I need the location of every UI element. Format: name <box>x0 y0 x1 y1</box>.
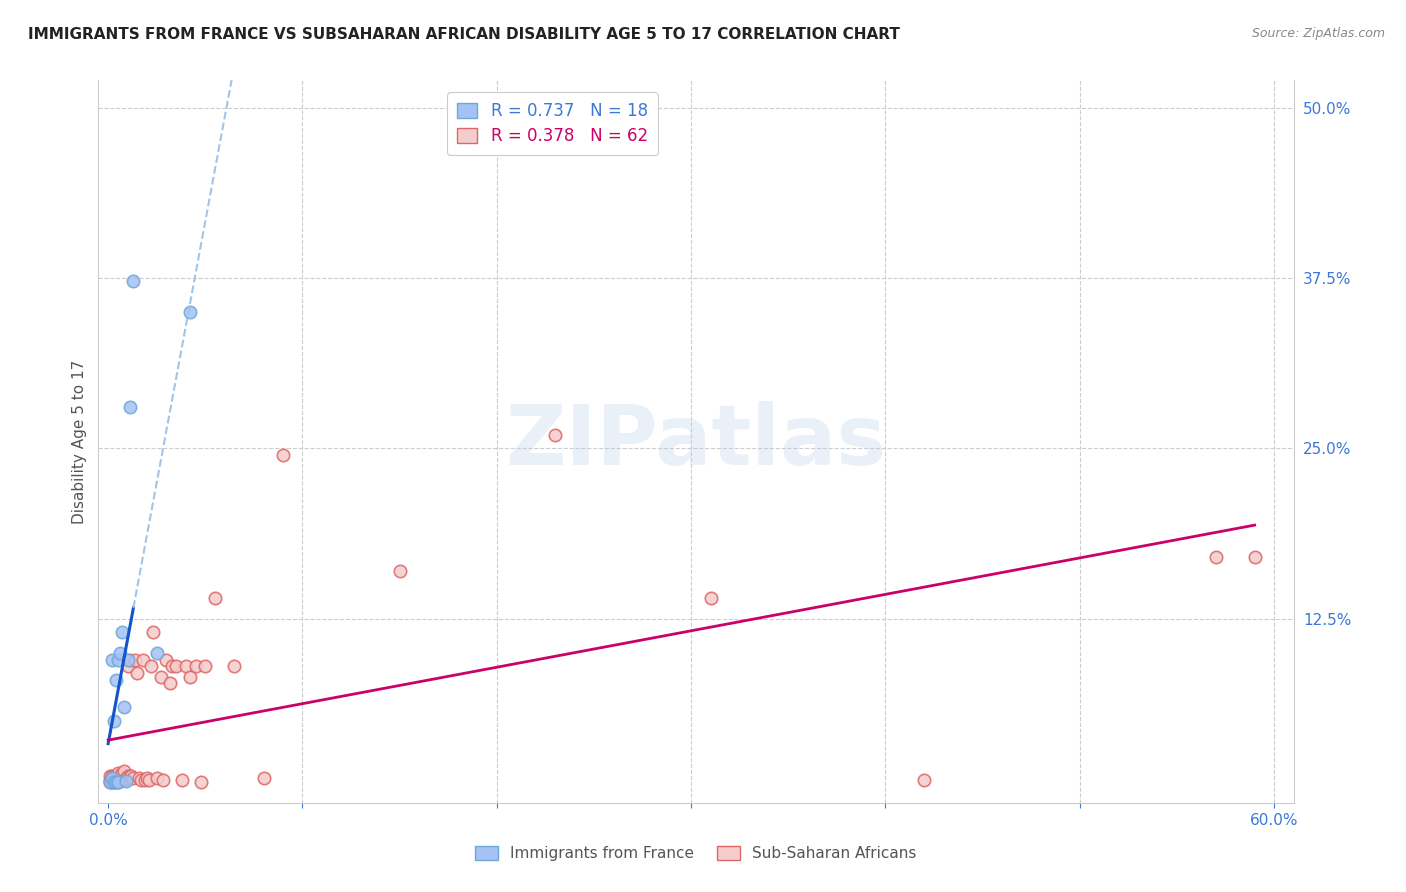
Point <box>108 646 131 660</box>
Point <box>142 625 165 640</box>
Text: ZIPatlas: ZIPatlas <box>506 401 886 482</box>
Point <box>122 771 145 785</box>
Point <box>129 772 152 787</box>
Point <box>388 564 411 578</box>
Point <box>104 774 127 789</box>
Point <box>127 666 149 681</box>
Point <box>103 775 125 789</box>
Point <box>117 659 139 673</box>
Point <box>117 653 139 667</box>
Point <box>145 771 167 785</box>
Point <box>108 768 131 782</box>
Point <box>107 653 129 667</box>
Point <box>224 659 246 673</box>
Point <box>165 659 187 673</box>
Point <box>912 772 935 787</box>
Point <box>98 775 121 789</box>
Point <box>117 768 139 782</box>
Point <box>1243 550 1265 565</box>
Point <box>104 775 127 789</box>
Text: Source: ZipAtlas.com: Source: ZipAtlas.com <box>1251 27 1385 40</box>
Point <box>184 659 207 673</box>
Point <box>194 659 217 673</box>
Point <box>145 646 167 660</box>
Point <box>190 775 212 789</box>
Point <box>98 772 121 787</box>
Point <box>124 653 146 667</box>
Point <box>101 771 124 785</box>
Point <box>118 768 141 782</box>
Point <box>149 670 172 684</box>
Point <box>170 772 193 787</box>
Point <box>103 775 125 789</box>
Point <box>107 775 129 789</box>
Point <box>132 653 155 667</box>
Legend: Immigrants from France, Sub-Saharan Africans: Immigrants from France, Sub-Saharan Afri… <box>470 840 922 867</box>
Text: IMMIGRANTS FROM FRANCE VS SUBSAHARAN AFRICAN DISABILITY AGE 5 TO 17 CORRELATION : IMMIGRANTS FROM FRANCE VS SUBSAHARAN AFR… <box>28 27 900 42</box>
Point <box>138 772 160 787</box>
Point <box>120 768 142 782</box>
Point <box>104 768 127 782</box>
Point <box>103 771 125 785</box>
Point <box>136 771 159 785</box>
Point <box>139 659 162 673</box>
Point <box>174 659 197 673</box>
Point <box>155 653 177 667</box>
Point <box>103 768 125 782</box>
Point <box>101 653 124 667</box>
Point <box>107 771 129 785</box>
Point <box>134 772 156 787</box>
Point <box>104 771 127 785</box>
Point <box>1205 550 1227 565</box>
Point <box>118 653 141 667</box>
Point <box>544 427 567 442</box>
Point <box>101 775 124 789</box>
Point <box>107 775 129 789</box>
Point <box>271 448 294 462</box>
Point <box>114 771 136 785</box>
Point <box>112 772 135 787</box>
Point <box>108 772 131 787</box>
Point <box>104 673 127 687</box>
Point <box>204 591 226 606</box>
Point <box>118 401 141 415</box>
Point <box>252 771 274 785</box>
Point <box>122 274 145 288</box>
Point <box>107 768 129 782</box>
Y-axis label: Disability Age 5 to 17: Disability Age 5 to 17 <box>72 359 87 524</box>
Point <box>128 771 150 785</box>
Point <box>152 772 174 787</box>
Point <box>111 771 134 785</box>
Point <box>101 771 124 785</box>
Point <box>111 765 134 780</box>
Point <box>112 700 135 714</box>
Point <box>112 764 135 779</box>
Point <box>179 305 201 319</box>
Point <box>162 659 184 673</box>
Point <box>103 714 125 728</box>
Point <box>159 676 181 690</box>
Point <box>111 625 134 640</box>
Point <box>179 670 201 684</box>
Point <box>699 591 721 606</box>
Point <box>101 768 124 782</box>
Point <box>107 765 129 780</box>
Point <box>114 774 136 789</box>
Point <box>98 768 121 782</box>
Point <box>98 775 121 789</box>
